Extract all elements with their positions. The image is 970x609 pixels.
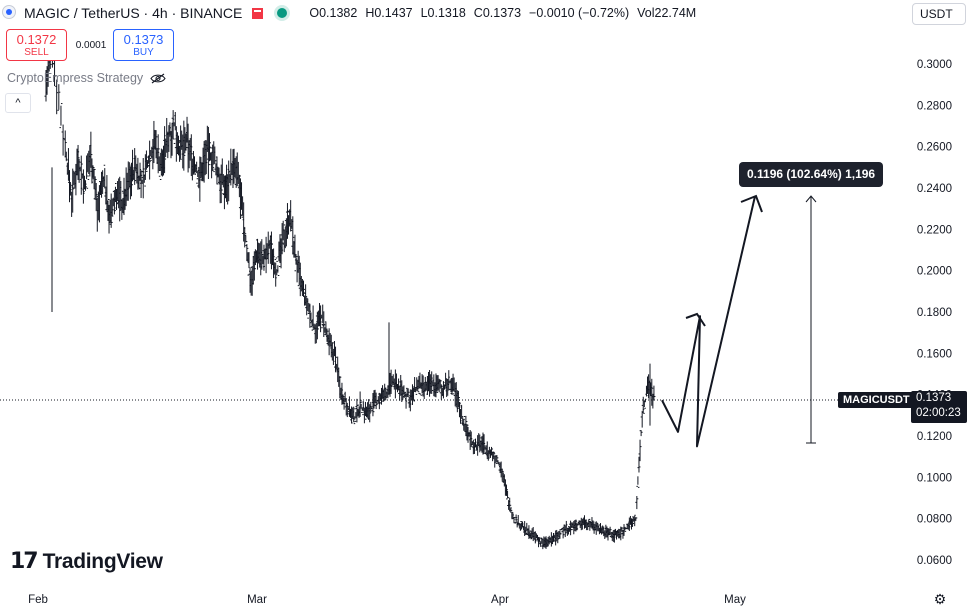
currency-button[interactable]: USDT [912, 3, 966, 25]
ohlc-key: H [365, 6, 375, 20]
last-price-tag: 0.1373 02:00:23 [911, 391, 967, 423]
price-series [44, 38, 656, 550]
x-tick-label: Apr [491, 594, 509, 606]
x-tick-label: Mar [247, 594, 267, 606]
ohlc-value: −0.0010 (−0.72%) [529, 6, 630, 20]
y-tick-label: 0.1800 [917, 307, 952, 319]
ohlc-values: O0.1382 H0.1437 L0.1318 C0.1373 −0.0010 (−0.… [309, 6, 696, 20]
symbol-price-tag: MAGICUSDT [838, 392, 915, 408]
ohlc-item: C0.1373 [474, 6, 521, 20]
arrowhead-first [685, 312, 706, 327]
ohlc-item: O0.1382 [309, 6, 357, 20]
x-axis: Feb Mar Apr May [28, 594, 746, 606]
buy-price: 0.1373 [123, 32, 164, 47]
x-tick-label: May [724, 594, 746, 606]
ohlc-value: 22.74M [654, 6, 697, 20]
projection-arrows[interactable] [661, 194, 763, 448]
ohlc-item: Vol22.74M [637, 6, 696, 20]
y-tick-label: 0.2400 [917, 183, 952, 195]
y-tick-label: 0.0800 [917, 514, 952, 526]
buy-label: BUY [133, 47, 154, 58]
measure-label: 0.1196 (102.64%) 1,196 [739, 162, 884, 187]
y-tick-label: 0.2600 [917, 142, 952, 154]
ohlc-key: O [309, 6, 320, 20]
ohlc-item: −0.0010 (−0.72%) [529, 6, 629, 20]
ohlc-value: 0.1382 [319, 6, 358, 20]
bar-countdown: 02:00:23 [916, 407, 961, 419]
sell-button[interactable]: 0.1372 SELL [6, 29, 67, 61]
collapse-legend-button[interactable]: ^ [5, 93, 31, 113]
y-tick-label: 0.2800 [917, 100, 952, 112]
y-tick-label: 0.1000 [917, 472, 952, 484]
y-tick-label: 0.3000 [917, 59, 952, 71]
buy-button[interactable]: 0.1373 BUY [113, 29, 174, 61]
y-tick-label: 0.0600 [917, 555, 952, 567]
y-tick-label: 0.1200 [917, 431, 952, 443]
y-tick-label: 0.2200 [917, 224, 952, 236]
x-tick-label: Feb [28, 594, 48, 606]
tradingview-logo[interactable]: 17 TradingView [10, 549, 163, 574]
ohlc-value: 0.1373 [482, 6, 522, 20]
ohlc-key: C [473, 6, 483, 20]
ohlc-value: 0.1437 [374, 6, 413, 20]
symbol-icon [2, 4, 20, 22]
settings-icon[interactable]: ⚙ [933, 591, 947, 607]
ohlc-item: H0.1437 [365, 6, 412, 20]
y-tick-label: 0.2000 [917, 266, 952, 278]
chart-header: MAGIC / TetherUS · 4h · BINANCE O0.1382 H… [0, 3, 696, 23]
ohlc-key: Vol [637, 6, 655, 20]
ohlc-key: L [420, 6, 428, 20]
logo-text: TradingView [42, 549, 163, 573]
ohlc-value: 0.1318 [427, 6, 466, 20]
y-tick-label: 0.1600 [917, 348, 952, 360]
status-dot-icon [277, 8, 288, 18]
flag-icon[interactable] [252, 7, 264, 19]
strategy-legend[interactable]: CryptoEmpress Strategy [7, 71, 166, 85]
logo-mark-icon: 17 [10, 549, 39, 574]
sell-price: 0.1372 [16, 32, 57, 47]
ohlc-item: L0.1318 [421, 6, 466, 20]
last-price: 0.1373 [916, 392, 952, 404]
y-axis: 0.3000 0.2800 0.2600 0.2400 0.2200 0.2000 0.18… [917, 59, 952, 567]
arrowhead-target [740, 194, 763, 213]
sell-label: SELL [24, 47, 49, 58]
strategy-label: CryptoEmpress Strategy [7, 71, 144, 85]
spread-value: 0.0001 [75, 40, 107, 51]
eye-off-icon[interactable] [150, 73, 166, 84]
measure-tool[interactable] [805, 195, 817, 444]
symbol-title[interactable]: MAGIC / TetherUS · 4h · BINANCE [24, 5, 243, 21]
projection-path [661, 196, 756, 448]
